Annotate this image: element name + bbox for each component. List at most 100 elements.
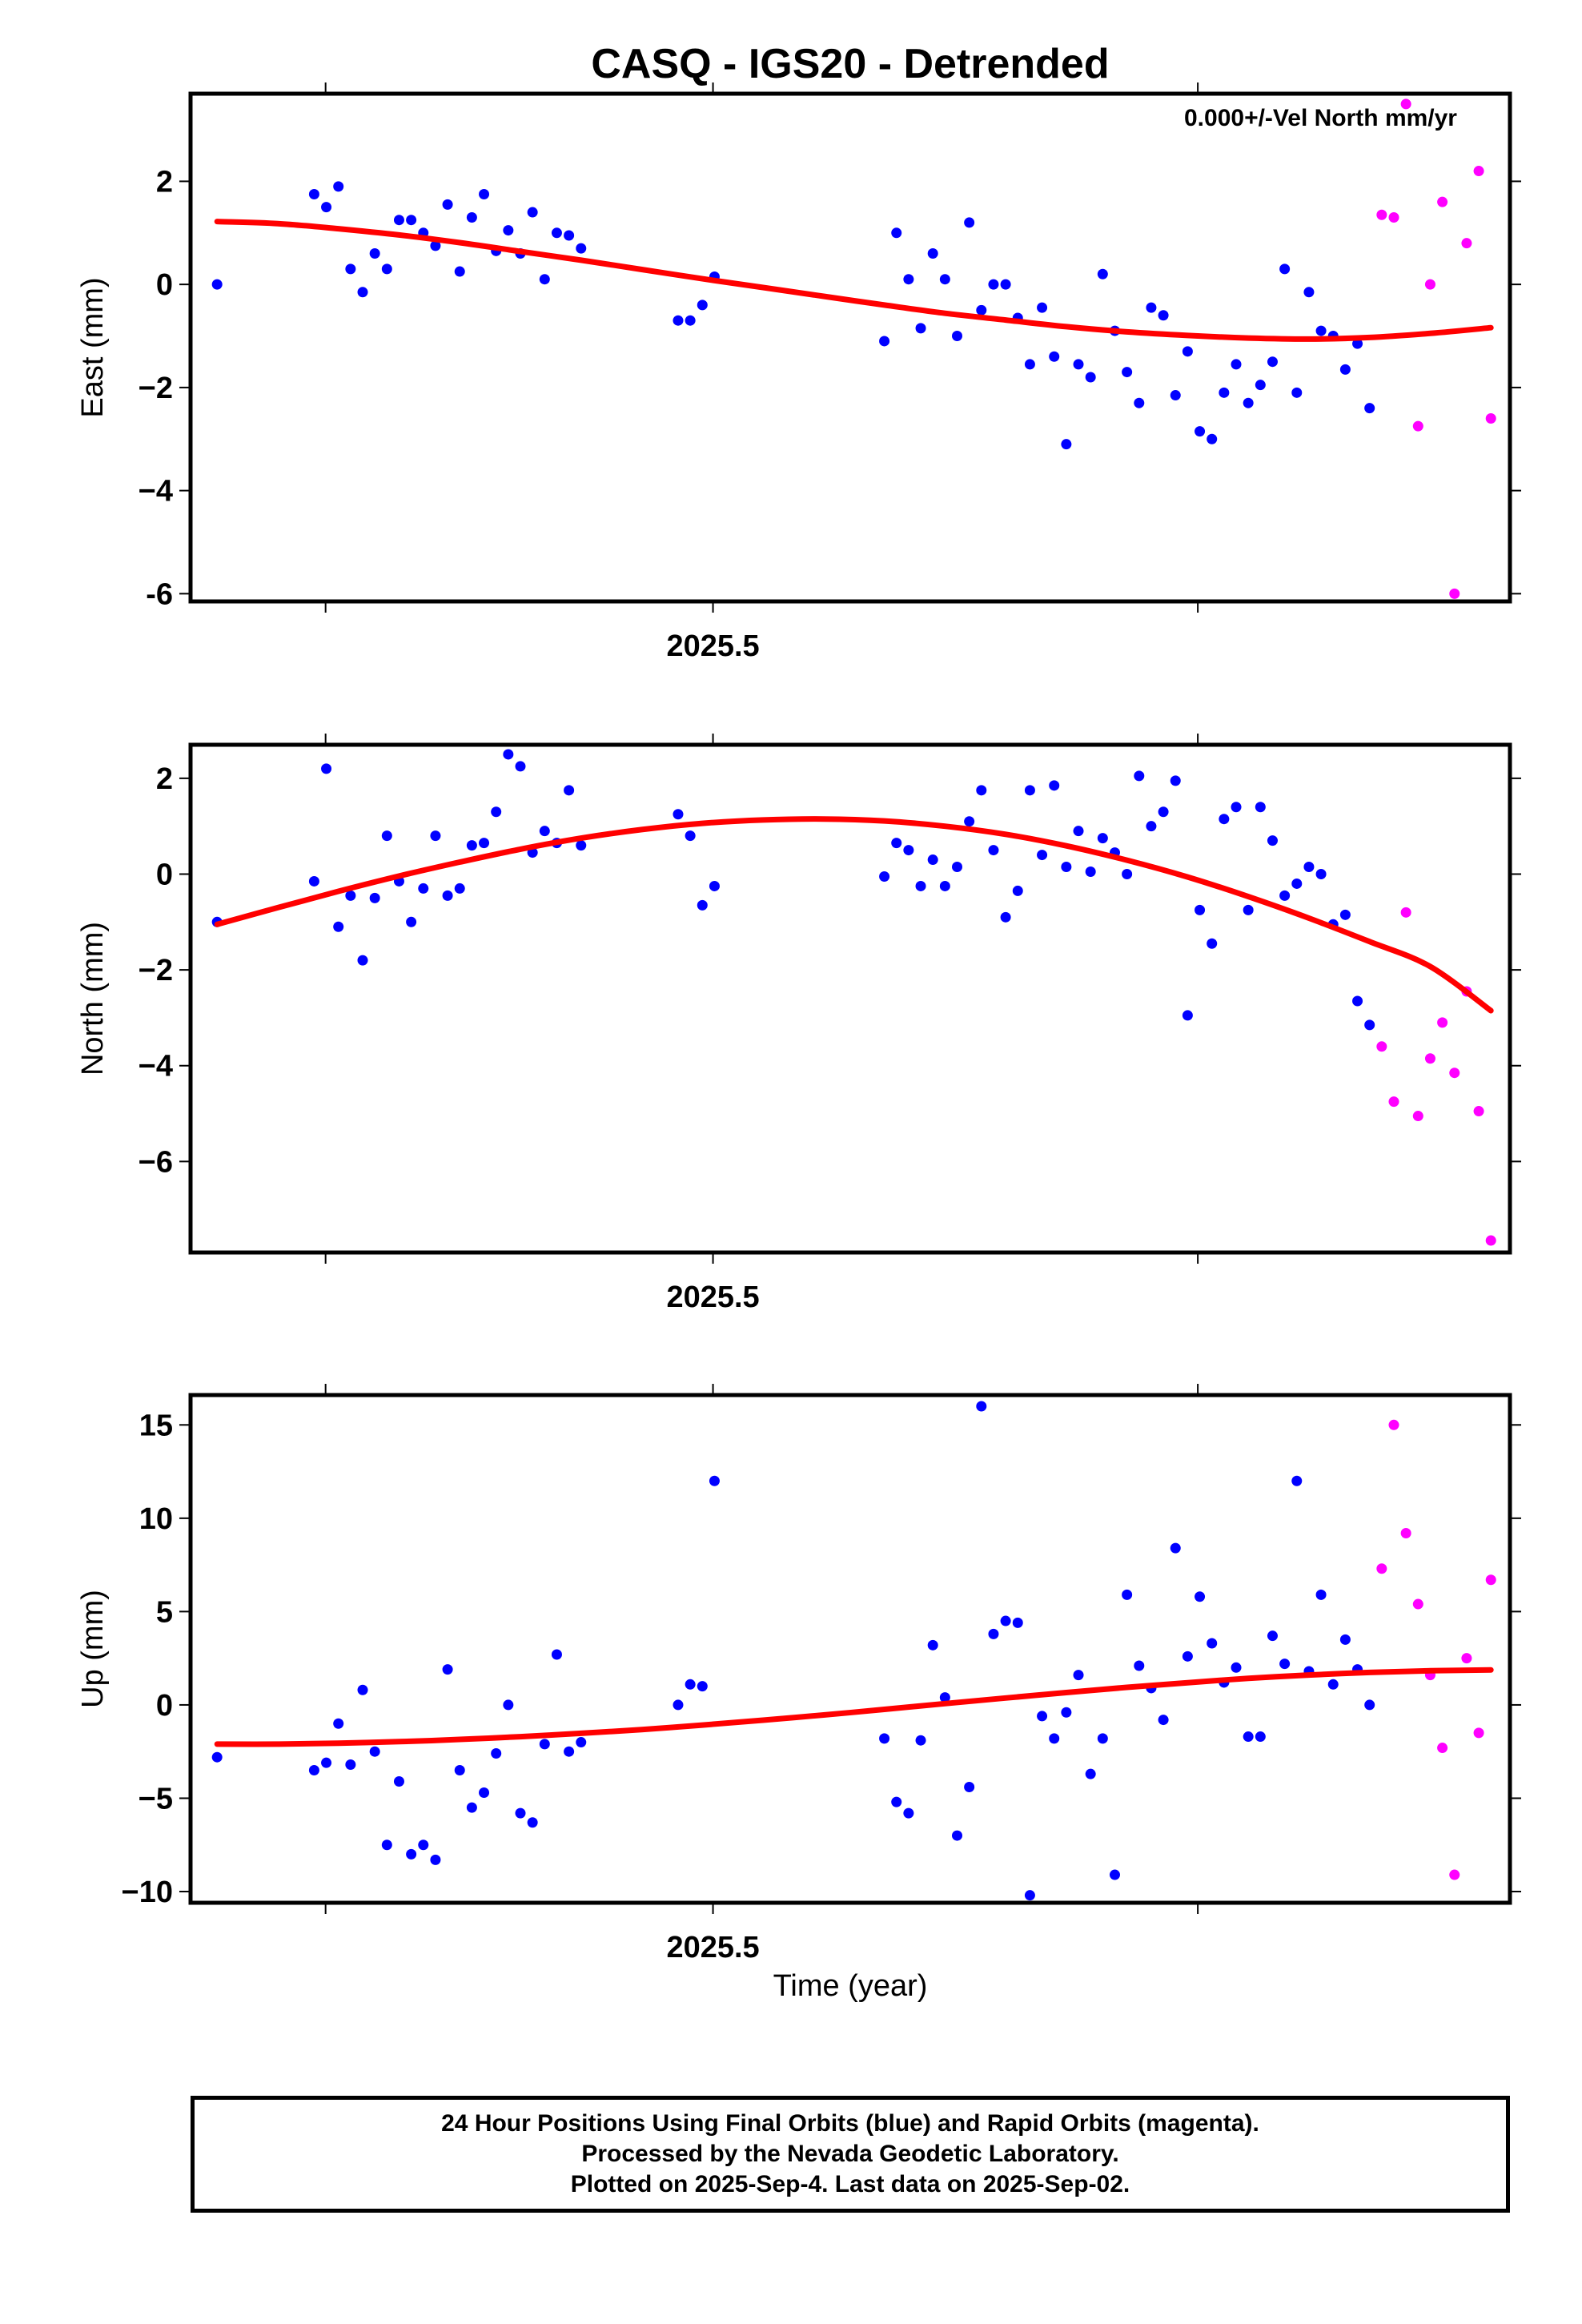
final-orbit-point <box>539 274 550 285</box>
final-orbit-point <box>1195 426 1206 437</box>
final-orbit-point <box>685 315 696 326</box>
final-orbit-point <box>685 830 696 842</box>
final-orbit-point <box>308 875 319 887</box>
final-orbit-point <box>308 189 319 200</box>
y-tick-label: −5 <box>139 1782 173 1815</box>
final-orbit-point <box>1170 1542 1181 1554</box>
y-tick-label: 0 <box>156 858 173 891</box>
rapid-orbit-point <box>1412 1111 1423 1122</box>
final-orbit-point <box>1231 359 1242 370</box>
east-panel: 2 0 −2 −4 -6 2025.5 East (mm) 0.000+/-Vel North… <box>76 82 1521 663</box>
final-orbit-point <box>1122 868 1133 879</box>
final-orbit-point <box>1207 938 1218 949</box>
final-orbit-point <box>369 248 380 259</box>
final-orbit-point <box>927 248 938 259</box>
rapid-orbit-point <box>1424 279 1435 290</box>
final-orbit-point <box>491 1748 502 1759</box>
final-orbit-point <box>503 1699 514 1711</box>
final-orbit-point <box>915 323 926 334</box>
final-orbit-point <box>903 1807 914 1819</box>
rapid-orbit-point <box>1461 238 1472 249</box>
final-orbit-point <box>891 838 902 849</box>
final-orbit-point <box>1061 439 1072 450</box>
y-tick-label: −2 <box>139 954 173 987</box>
final-orbit-point <box>1049 1733 1060 1744</box>
final-orbit-point <box>466 211 477 223</box>
rapid-orbit-point <box>1449 1869 1460 1880</box>
final-orbit-point <box>1267 356 1278 368</box>
final-orbit-point <box>357 1684 368 1695</box>
rapid-orbit-point <box>1388 211 1399 223</box>
final-orbit-point <box>1327 1679 1339 1690</box>
final-orbit-point <box>903 274 914 285</box>
rapid-orbit-point <box>1376 1041 1387 1052</box>
fit-curve <box>214 219 1494 342</box>
y-tick-label: −10 <box>122 1876 173 1909</box>
final-orbit-point <box>927 1639 938 1651</box>
final-orbit-point <box>964 1781 975 1792</box>
rapid-orbit-point <box>1437 1017 1448 1028</box>
footer-line-1: 24 Hour Positions Using Final Orbits (bl… <box>441 2110 1259 2137</box>
final-orbit-point <box>1146 302 1157 313</box>
final-orbit-point <box>1303 862 1315 873</box>
final-orbit-point <box>1049 780 1060 791</box>
final-orbit-point <box>551 1649 562 1660</box>
final-orbit-point <box>539 1739 550 1750</box>
footer-note-box: 24 Hour Positions Using Final Orbits (bl… <box>191 2096 1510 2213</box>
plot-frame <box>188 742 1512 1255</box>
final-orbit-point <box>915 880 926 891</box>
final-orbit-point <box>1109 1869 1120 1880</box>
final-orbit-point <box>1207 433 1218 444</box>
final-orbit-point <box>1037 302 1048 313</box>
final-orbit-point <box>381 263 392 275</box>
final-orbit-point <box>454 1765 465 1776</box>
final-orbit-point <box>988 1628 999 1639</box>
rapid-orbit-point <box>1437 1743 1448 1754</box>
final-orbit-point <box>1049 351 1060 362</box>
final-orbit-point <box>1243 397 1254 408</box>
final-orbit-point <box>976 785 987 796</box>
final-orbit-point <box>418 1839 429 1851</box>
final-orbit-point <box>1315 1589 1327 1600</box>
final-orbit-point <box>381 1839 392 1851</box>
data-points <box>211 1401 1496 1901</box>
rapid-orbit-point <box>1449 1068 1460 1079</box>
final-orbit-point <box>879 336 890 347</box>
rapid-orbit-point <box>1400 99 1411 110</box>
final-orbit-point <box>1291 1475 1303 1486</box>
final-orbit-point <box>976 304 987 316</box>
final-orbit-point <box>321 202 332 213</box>
y-tick-label: 2 <box>156 165 173 199</box>
y-tick-label: 15 <box>139 1409 173 1442</box>
x-tick-label: 2025.5 <box>666 629 759 663</box>
final-orbit-point <box>697 1681 708 1692</box>
y-tick-label: 5 <box>156 1595 173 1629</box>
final-orbit-point <box>345 1759 356 1771</box>
final-orbit-point <box>406 215 417 226</box>
final-orbit-point <box>551 227 562 239</box>
final-orbit-point <box>1085 1768 1096 1779</box>
up-panel: 15 10 5 0 −5 −10 2025.5 Up (mm) <box>76 1384 1521 1964</box>
y-tick-label: −4 <box>139 475 173 509</box>
fit-curve <box>214 816 1494 1014</box>
final-orbit-point <box>1255 1731 1266 1743</box>
final-orbit-point <box>1158 1715 1169 1726</box>
final-orbit-point <box>406 1848 417 1860</box>
footer-line-2: Processed by the Nevada Geodetic Laborat… <box>581 2141 1119 2167</box>
final-orbit-point <box>454 883 465 894</box>
final-orbit-point <box>418 883 429 894</box>
final-orbit-point <box>1073 826 1084 837</box>
final-orbit-point <box>357 287 368 298</box>
y-tick-label: 2 <box>156 762 173 796</box>
final-orbit-point <box>1339 909 1351 920</box>
final-orbit-point <box>927 854 938 866</box>
rapid-orbit-point <box>1376 209 1387 220</box>
final-orbit-point <box>564 230 575 241</box>
rapid-orbit-point <box>1461 1653 1472 1664</box>
rapid-orbit-point <box>1473 1727 1484 1739</box>
final-orbit-point <box>308 1765 319 1776</box>
rapid-orbit-point <box>1485 413 1496 424</box>
final-orbit-point <box>1207 1638 1218 1649</box>
y-axis-label: Up (mm) <box>76 1590 110 1708</box>
final-orbit-point <box>879 1733 890 1744</box>
